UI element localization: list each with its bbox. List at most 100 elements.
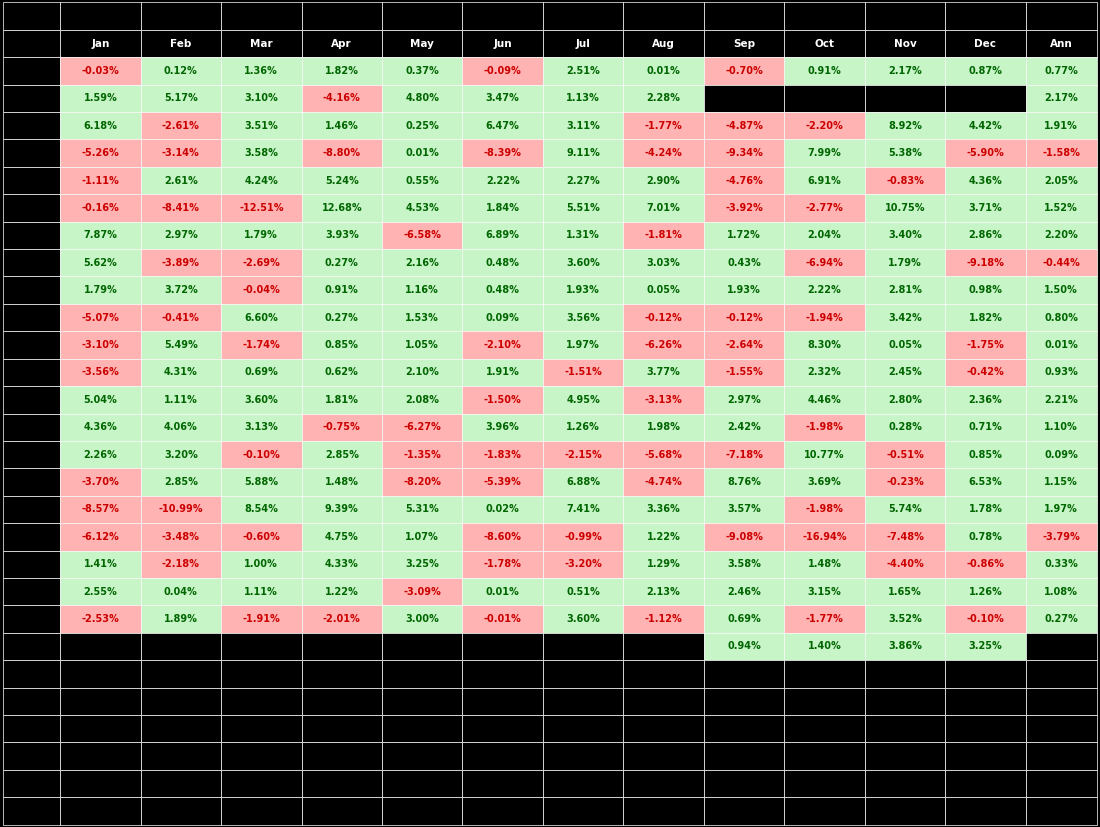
Bar bbox=[462, 605, 543, 633]
Bar bbox=[945, 633, 1025, 660]
Bar bbox=[3, 304, 60, 332]
Bar bbox=[784, 2, 865, 30]
Text: -12.51%: -12.51% bbox=[239, 203, 284, 213]
Bar bbox=[945, 495, 1025, 523]
Bar bbox=[704, 332, 784, 359]
Bar bbox=[462, 715, 543, 743]
Text: -5.39%: -5.39% bbox=[484, 477, 521, 487]
Bar bbox=[1025, 222, 1097, 249]
Bar bbox=[945, 140, 1025, 167]
Bar bbox=[3, 797, 60, 825]
Bar bbox=[704, 249, 784, 276]
Bar bbox=[945, 687, 1025, 715]
Bar bbox=[221, 276, 301, 304]
Bar bbox=[3, 468, 60, 495]
Text: 2.45%: 2.45% bbox=[888, 367, 922, 377]
Bar bbox=[141, 249, 221, 276]
Bar bbox=[3, 57, 60, 84]
Bar bbox=[141, 687, 221, 715]
Bar bbox=[704, 797, 784, 825]
Bar bbox=[382, 30, 462, 57]
Bar bbox=[221, 140, 301, 167]
Text: 6.53%: 6.53% bbox=[968, 477, 1002, 487]
Bar bbox=[301, 57, 382, 84]
Text: 2.20%: 2.20% bbox=[1044, 231, 1078, 241]
Bar bbox=[624, 2, 704, 30]
Bar bbox=[704, 84, 784, 112]
Bar bbox=[543, 57, 624, 84]
Bar bbox=[624, 633, 704, 660]
Text: -0.41%: -0.41% bbox=[162, 313, 200, 323]
Bar bbox=[543, 770, 624, 797]
Text: 0.09%: 0.09% bbox=[1044, 450, 1078, 460]
Bar bbox=[301, 495, 382, 523]
Text: Nov: Nov bbox=[893, 39, 916, 49]
Text: 3.00%: 3.00% bbox=[405, 614, 439, 624]
Text: -1.83%: -1.83% bbox=[484, 450, 521, 460]
Text: 0.27%: 0.27% bbox=[324, 258, 359, 268]
Bar bbox=[60, 551, 141, 578]
Text: -3.10%: -3.10% bbox=[81, 340, 119, 350]
Bar bbox=[865, 194, 945, 222]
Bar bbox=[945, 770, 1025, 797]
Bar bbox=[945, 332, 1025, 359]
Bar bbox=[624, 359, 704, 386]
Bar bbox=[865, 495, 945, 523]
Bar bbox=[221, 57, 301, 84]
Bar bbox=[3, 743, 60, 770]
Text: 0.01%: 0.01% bbox=[1044, 340, 1078, 350]
Bar bbox=[382, 633, 462, 660]
Text: -0.44%: -0.44% bbox=[1043, 258, 1080, 268]
Bar bbox=[543, 222, 624, 249]
Bar bbox=[784, 57, 865, 84]
Bar bbox=[301, 441, 382, 468]
Text: 1.26%: 1.26% bbox=[566, 423, 600, 433]
Bar bbox=[704, 468, 784, 495]
Text: 1.79%: 1.79% bbox=[888, 258, 922, 268]
Bar bbox=[704, 605, 784, 633]
Bar bbox=[141, 359, 221, 386]
Text: -2.18%: -2.18% bbox=[162, 559, 200, 569]
Bar bbox=[60, 84, 141, 112]
Bar bbox=[3, 2, 60, 30]
Bar bbox=[945, 743, 1025, 770]
Text: -8.39%: -8.39% bbox=[484, 148, 521, 158]
Bar bbox=[784, 304, 865, 332]
Text: 4.80%: 4.80% bbox=[405, 93, 439, 103]
Bar bbox=[624, 414, 704, 441]
Text: -0.10%: -0.10% bbox=[967, 614, 1004, 624]
Bar bbox=[462, 578, 543, 605]
Bar bbox=[3, 551, 60, 578]
Text: 2.28%: 2.28% bbox=[647, 93, 681, 103]
Bar bbox=[3, 84, 60, 112]
Text: 10.75%: 10.75% bbox=[884, 203, 925, 213]
Bar bbox=[301, 2, 382, 30]
Text: 1.82%: 1.82% bbox=[324, 66, 359, 76]
Bar bbox=[784, 495, 865, 523]
Bar bbox=[221, 687, 301, 715]
Text: 1.22%: 1.22% bbox=[647, 532, 681, 542]
Bar bbox=[1025, 715, 1097, 743]
Text: 5.38%: 5.38% bbox=[888, 148, 922, 158]
Bar bbox=[543, 140, 624, 167]
Bar bbox=[945, 194, 1025, 222]
Bar bbox=[784, 386, 865, 414]
Text: 3.47%: 3.47% bbox=[486, 93, 519, 103]
Bar bbox=[945, 578, 1025, 605]
Bar bbox=[301, 249, 382, 276]
Text: 5.62%: 5.62% bbox=[84, 258, 118, 268]
Text: -3.20%: -3.20% bbox=[564, 559, 602, 569]
Text: -1.74%: -1.74% bbox=[242, 340, 280, 350]
Text: Apr: Apr bbox=[331, 39, 352, 49]
Bar bbox=[60, 715, 141, 743]
Text: 5.88%: 5.88% bbox=[244, 477, 278, 487]
Bar bbox=[624, 770, 704, 797]
Bar bbox=[301, 551, 382, 578]
Bar bbox=[543, 249, 624, 276]
Bar bbox=[704, 770, 784, 797]
Bar bbox=[462, 2, 543, 30]
Text: 1.10%: 1.10% bbox=[1044, 423, 1078, 433]
Text: 1.26%: 1.26% bbox=[968, 586, 1002, 596]
Bar bbox=[462, 57, 543, 84]
Text: 1.50%: 1.50% bbox=[1044, 285, 1078, 295]
